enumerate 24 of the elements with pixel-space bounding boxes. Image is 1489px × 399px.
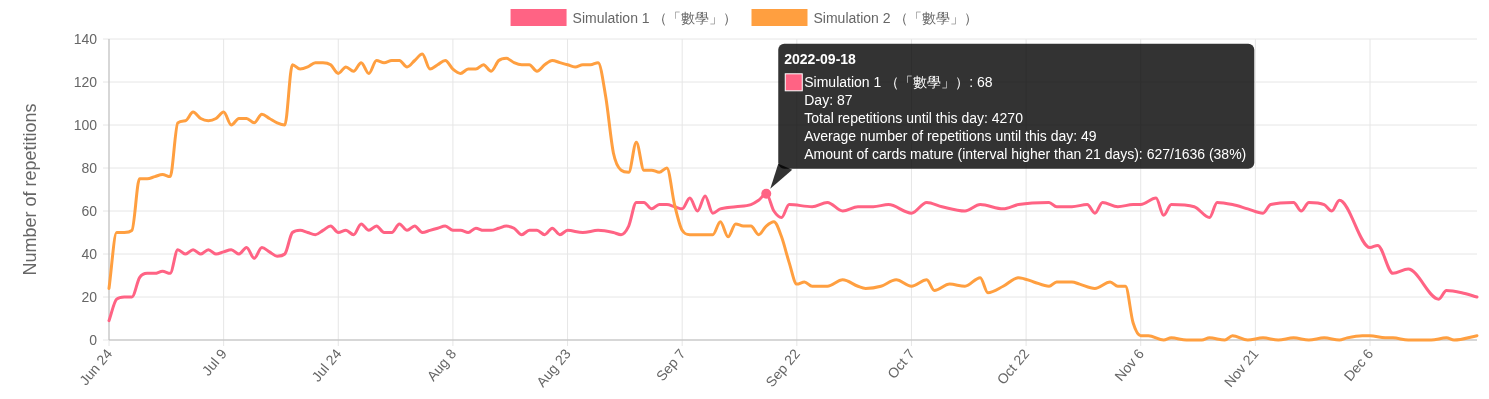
y-tick-label: 0 <box>89 332 98 348</box>
x-tick-label: Nov 21 <box>1220 345 1262 390</box>
y-tick-label: 120 <box>73 74 98 90</box>
x-tick-label: Oct 22 <box>993 345 1033 388</box>
x-tick-label: Jul 24 <box>308 345 345 385</box>
x-tick-label: Oct 7 <box>883 345 918 382</box>
y-tick-label: 140 <box>73 31 98 47</box>
annotation: 2022-09-18 Simulation 1 （「數學」）: 68 Day: 87 Total repetitions until this day: 4270 Average number of repetitions until this day: 49 Amount of cards mature (interval higher than 21 days): 627/1636 (38%) <box>784 50 1247 162</box>
x-tick-label: Aug 8 <box>423 345 460 384</box>
legend-label: Simulation 2 （「數學」） <box>813 10 979 26</box>
y-axis-title: Number of repetitions <box>20 103 40 276</box>
x-tick-label: Nov 6 <box>1111 345 1148 384</box>
x-tick-label: Jun 24 <box>76 345 116 389</box>
y-tick-label: 20 <box>81 289 98 305</box>
x-tick-label: Sep 7 <box>652 345 689 384</box>
y-tick-label: 80 <box>81 160 98 176</box>
x-tick-label: Aug 23 <box>533 345 574 390</box>
x-tick-label: Sep 22 <box>762 345 804 390</box>
x-tick-label: Dec 6 <box>1340 345 1377 384</box>
x-tick-label: Jul 9 <box>198 345 231 379</box>
legend-label: Simulation 1 （「數學」） <box>572 10 738 26</box>
y-tick-label: 40 <box>81 246 98 262</box>
y-tick-label: 100 <box>73 117 98 133</box>
y-tick-label: 60 <box>81 203 98 219</box>
